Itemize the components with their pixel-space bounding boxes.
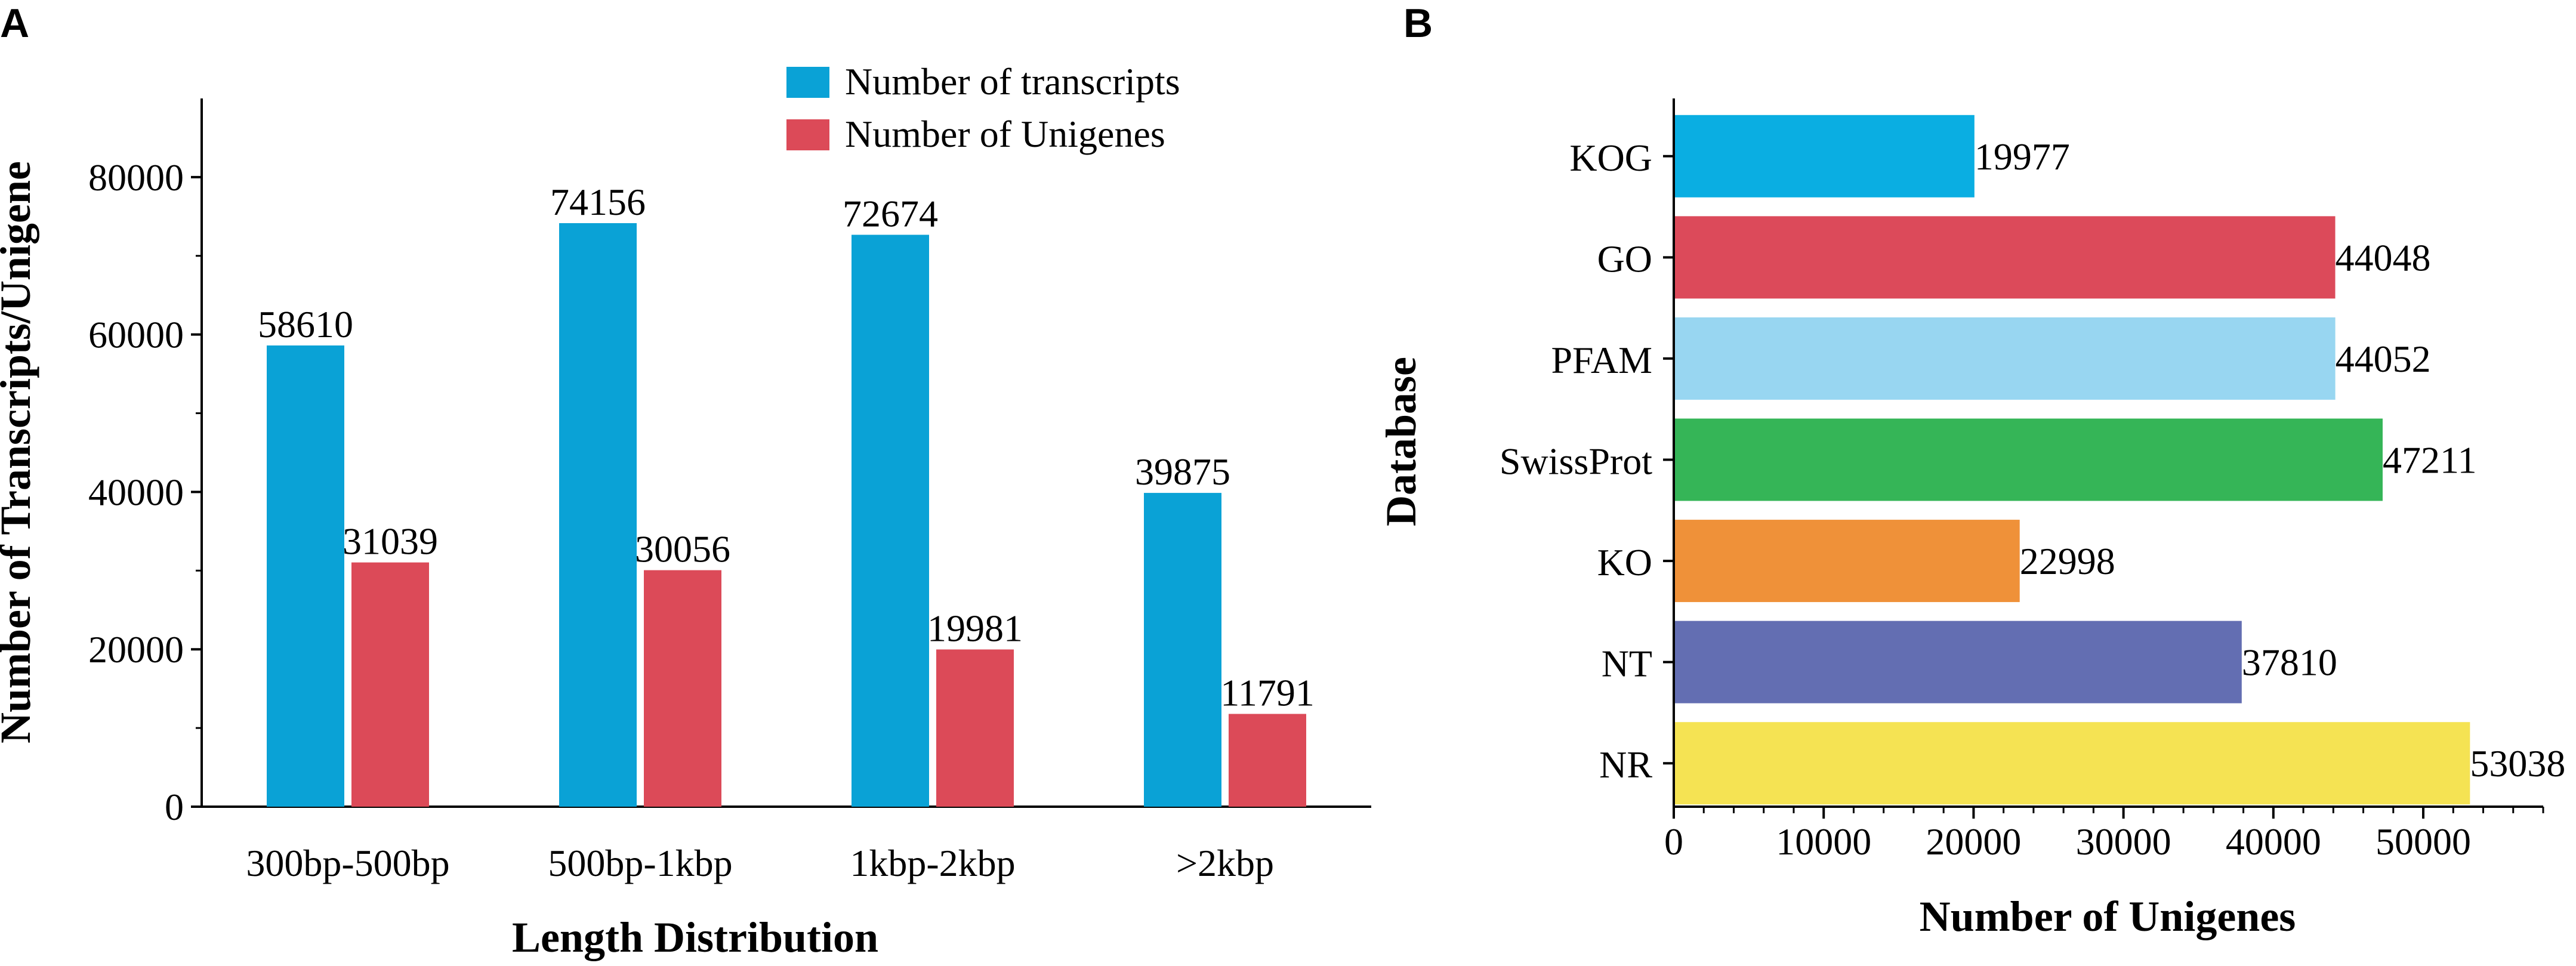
chart-b-x-tick-label: 50000	[2376, 820, 2471, 863]
chart-b-y-tick-label: PFAM	[1551, 339, 1652, 381]
chart-b-data-label: 37810	[2242, 641, 2337, 684]
chart-a-y-tick-label: 20000	[88, 628, 184, 671]
chart-a-data-label: 19981	[927, 607, 1023, 649]
chart-b-x-tick-label: 40000	[2226, 820, 2321, 863]
chart-a-x-tick-label: 300bp-500bp	[246, 842, 449, 884]
chart-b-x-tick-label: 10000	[1776, 820, 1871, 863]
chart-a-legend-label: Number of transcripts	[845, 60, 1180, 103]
chart-b-y-title: Database	[1377, 357, 1425, 526]
chart-a-x-tick-label: 1kbp-2kbp	[850, 842, 1015, 884]
chart-a-y-tick-label: 80000	[88, 156, 184, 199]
chart-a-data-label: 39875	[1135, 450, 1230, 493]
chart-a-y-tick-label: 40000	[88, 471, 184, 513]
chart-b-bar	[1675, 418, 2383, 501]
chart-a-data-label: 58610	[258, 303, 353, 345]
chart-b-data-label: 47211	[2383, 439, 2477, 482]
chart-b-y-tick-label: NT	[1602, 643, 1652, 685]
chart-a-legend-label: Number of Unigenes	[845, 113, 1165, 155]
chart-a-x-tick-label: >2kbp	[1176, 842, 1274, 884]
chart-b: 0 10000 20000 30000 40000 50000 19977 KOG 44048…	[1377, 98, 2565, 940]
chart-a-y-title: Number of Transcripts/Unigene	[0, 161, 39, 743]
chart-a-bar	[1229, 714, 1306, 807]
chart-b-data-label: 53038	[2470, 742, 2565, 785]
panel-a-label: A	[0, 1, 29, 46]
chart-a-bar	[559, 223, 637, 807]
chart-a-legend: Number of transcripts Number of Unigenes	[786, 60, 1180, 155]
chart-b-bar	[1675, 621, 2242, 703]
chart-a-legend-swatch	[786, 67, 829, 98]
chart-b-x-title: Number of Unigenes	[1920, 893, 2296, 940]
chart-b-bar	[1675, 722, 2470, 805]
chart-a-y-tick-label: 60000	[88, 314, 184, 356]
chart-a-x-tick-label: 500bp-1kbp	[548, 842, 732, 884]
chart-b-data-label: 19977	[1975, 135, 2070, 178]
chart-b-y-tick-label: NR	[1599, 743, 1652, 786]
chart-a-data-label: 11791	[1220, 671, 1315, 714]
chart-a-x-title: Length Distribution	[512, 913, 878, 961]
chart-b-x-tick-label: 30000	[2076, 820, 2171, 863]
chart-a-bar	[936, 649, 1014, 807]
chart-a-data-label: 72674	[843, 193, 938, 235]
chart-b-bar	[1675, 216, 2336, 299]
chart-a-data-label: 31039	[343, 520, 438, 563]
panel-b-label: B	[1403, 1, 1433, 46]
chart-a: 0 20000 40000 60000 80000 58610 31039 74156 300…	[0, 60, 1371, 961]
chart-b-data-label: 44048	[2336, 236, 2431, 279]
chart-a-bar	[852, 234, 929, 807]
chart-b-y-tick-label: SwissProt	[1500, 440, 1652, 483]
chart-b-bar	[1675, 115, 1975, 197]
chart-b-bar	[1675, 317, 2336, 400]
chart-a-bar	[267, 345, 344, 807]
chart-b-y-tick-label: KOG	[1569, 137, 1652, 179]
chart-b-y-tick-label: GO	[1597, 237, 1652, 280]
chart-b-data-label: 44052	[2336, 338, 2431, 380]
chart-a-bar	[351, 562, 429, 807]
chart-a-legend-swatch	[786, 119, 829, 150]
chart-a-data-label: 30056	[635, 528, 730, 570]
chart-b-x-tick-label: 0	[1664, 820, 1683, 863]
chart-a-bar	[1144, 493, 1221, 807]
chart-a-bar	[644, 570, 721, 807]
chart-b-bar	[1675, 520, 2020, 603]
chart-b-x-tick-label: 20000	[1926, 820, 2021, 863]
chart-a-data-label: 74156	[550, 181, 646, 223]
chart-b-data-label: 22998	[2020, 540, 2115, 582]
chart-a-y-tick-label: 0	[165, 786, 184, 828]
chart-b-y-tick-label: KO	[1597, 541, 1652, 584]
